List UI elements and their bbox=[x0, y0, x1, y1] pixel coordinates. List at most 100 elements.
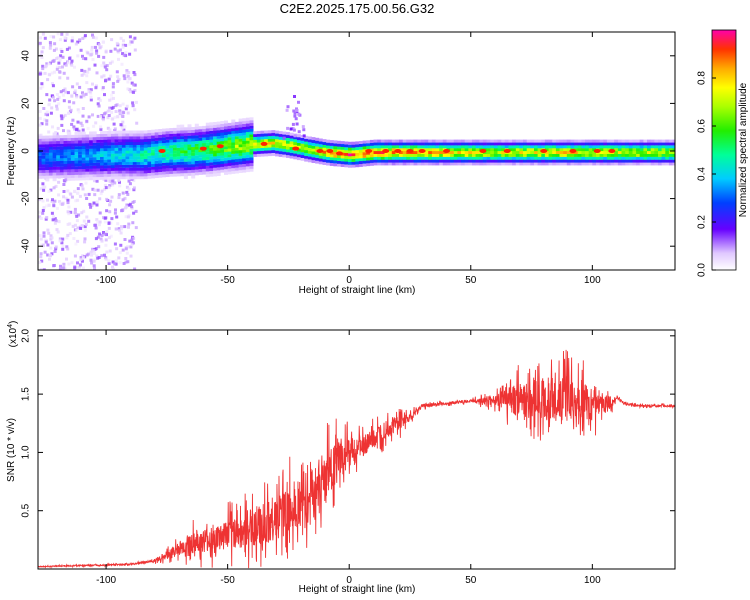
spectrogram-cell bbox=[205, 154, 210, 158]
spectrogram-noise-cell bbox=[70, 59, 74, 63]
spectrogram-cell bbox=[78, 154, 83, 158]
spectrogram-cell bbox=[213, 153, 218, 157]
spectrogram-noise-cell bbox=[134, 226, 138, 230]
spectrogram-cell bbox=[140, 136, 145, 140]
x-tick-label: 0 bbox=[346, 575, 352, 586]
spectrogram-cell bbox=[450, 145, 455, 149]
spectrogram-cell bbox=[318, 155, 323, 159]
spectrogram-noise-cell bbox=[52, 48, 56, 52]
spectrogram-cell bbox=[140, 159, 145, 163]
spectrogram-cell bbox=[548, 153, 553, 157]
spectrogram-cell bbox=[526, 148, 531, 152]
spectrogram-cell bbox=[231, 159, 236, 163]
spectrogram-cell bbox=[147, 172, 152, 176]
spectrogram-cell bbox=[169, 136, 174, 140]
spectrogram-noise-cell bbox=[94, 121, 98, 125]
spectrogram-cell bbox=[555, 153, 560, 157]
spectrogram-cell bbox=[227, 165, 232, 169]
spectrogram-cell bbox=[490, 156, 495, 160]
spectrogram-noise-cell bbox=[78, 38, 82, 42]
spectrogram-noise-cell bbox=[45, 119, 49, 123]
spectrogram-cell bbox=[63, 143, 68, 147]
spectrogram-cell bbox=[271, 135, 276, 139]
spectrogram-cell bbox=[227, 137, 232, 141]
spectrogram-cell bbox=[377, 142, 382, 146]
spectrogram-cell bbox=[198, 154, 203, 158]
spectrogram-noise-cell bbox=[123, 225, 127, 229]
spectrogram-noise-cell bbox=[73, 207, 77, 211]
spectrogram-noise-cell bbox=[95, 254, 99, 258]
spectrogram-noise-cell bbox=[50, 252, 54, 256]
spectrogram-cell bbox=[136, 147, 141, 151]
spectrogram-cell bbox=[81, 157, 86, 161]
spectrogram-cell bbox=[530, 153, 535, 157]
spectrogram-cell bbox=[89, 168, 94, 172]
spectrogram-cell bbox=[380, 145, 385, 149]
spectrogram-cell bbox=[311, 154, 316, 158]
spectrogram-cell bbox=[603, 142, 608, 146]
spectrogram-cell bbox=[198, 166, 203, 170]
spectrogram-noise-cell bbox=[59, 90, 63, 94]
spectrogram-cell bbox=[420, 139, 425, 143]
spectrogram-cell bbox=[413, 145, 418, 149]
spectrogram-noise-cell bbox=[120, 227, 123, 231]
spectrogram-cell bbox=[48, 158, 53, 162]
spectrogram-cell bbox=[515, 139, 520, 143]
spectrogram-noise-cell bbox=[122, 128, 126, 132]
spectrogram-cell bbox=[180, 133, 185, 137]
spectrogram-cell bbox=[472, 148, 476, 152]
spectrogram-noise-cell bbox=[99, 127, 103, 131]
spectrogram-cell bbox=[70, 140, 75, 144]
spectrogram-noise-cell bbox=[84, 222, 88, 226]
spectrogram-cell bbox=[100, 131, 104, 135]
spectrogram-cell bbox=[96, 174, 101, 178]
spectrogram-cell bbox=[227, 162, 232, 166]
spectrogram-cell bbox=[96, 145, 101, 149]
spectrogram-cell bbox=[176, 153, 181, 157]
spectrogram-cell bbox=[446, 142, 451, 146]
spectrogram-cell bbox=[169, 150, 174, 154]
spectrogram-cell bbox=[661, 148, 666, 152]
spectrogram-cell bbox=[143, 147, 148, 151]
spectrogram-cell bbox=[643, 153, 648, 157]
spectrogram-noise-cell bbox=[111, 179, 115, 183]
spectrogram-noise-cell bbox=[72, 101, 76, 105]
spectrogram-noise-cell bbox=[57, 95, 61, 99]
spectrogram-cell bbox=[143, 150, 148, 154]
spectrogram-noise-cell bbox=[62, 99, 66, 103]
spectrogram-cell bbox=[129, 159, 134, 163]
spectrogram-cell bbox=[296, 151, 301, 155]
spectrogram-cell bbox=[63, 160, 68, 164]
spectrogram-noise-cell bbox=[107, 259, 111, 263]
spectrogram-cell bbox=[636, 162, 641, 166]
spectrogram-cell bbox=[216, 124, 221, 128]
spectrogram-cell bbox=[307, 142, 312, 146]
spectrogram-cell bbox=[107, 153, 112, 157]
spectrogram-cell bbox=[621, 153, 626, 157]
spectrogram-cell bbox=[172, 130, 177, 134]
spectrogram-peak bbox=[418, 149, 426, 153]
spectrogram-noise-cell bbox=[105, 230, 109, 233]
spectrogram-cell bbox=[169, 162, 174, 166]
spectrogram-noise-cell bbox=[82, 209, 86, 213]
spectrogram-noise-cell bbox=[65, 257, 68, 261]
spectrogram-cell bbox=[380, 162, 385, 166]
spectrogram-cell bbox=[628, 139, 633, 143]
spectrogram-cell bbox=[198, 129, 203, 133]
spectrogram-cell bbox=[205, 131, 210, 135]
spectrogram-cell bbox=[147, 141, 152, 145]
spectrogram-cell bbox=[526, 142, 531, 146]
spectrogram-cell bbox=[63, 137, 68, 141]
spectrogram-cell bbox=[286, 140, 290, 144]
spectrogram-cell bbox=[534, 159, 538, 163]
spectrogram-cell bbox=[256, 142, 261, 146]
spectrogram-noise-cell bbox=[58, 239, 62, 243]
spectrogram-cell bbox=[468, 156, 473, 160]
spectrogram-cell bbox=[658, 151, 662, 154]
spectrogram-noise-cell bbox=[43, 238, 47, 242]
spectrogram-cell bbox=[315, 157, 320, 161]
spectrogram-noise-cell bbox=[132, 90, 135, 94]
spectrogram-cell bbox=[224, 149, 228, 153]
spectrogram-cell bbox=[238, 152, 243, 156]
